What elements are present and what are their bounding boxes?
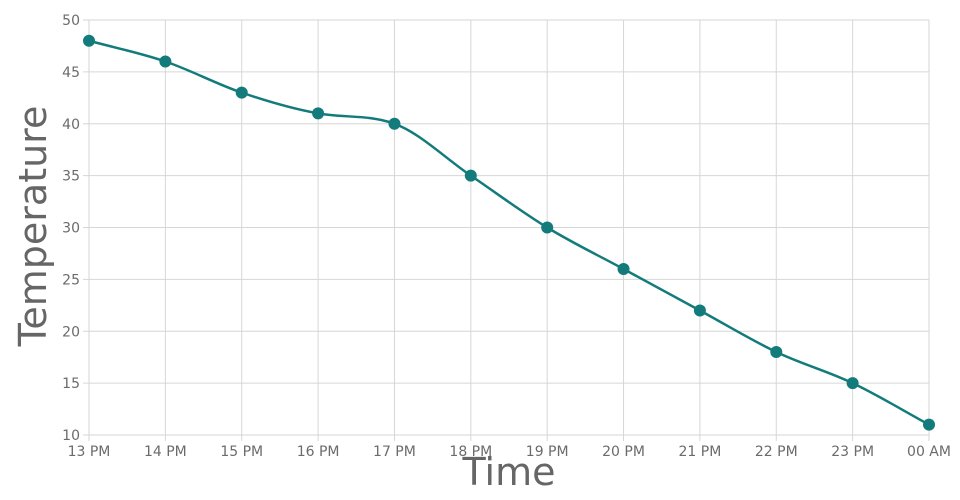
- x-tick-label: 22 PM: [755, 444, 798, 460]
- data-point: [693, 304, 706, 317]
- y-tick-label: 10: [62, 428, 80, 444]
- data-point: [541, 221, 554, 234]
- y-tick-label: 45: [62, 65, 80, 81]
- data-point: [464, 169, 477, 182]
- series-layer: [83, 34, 935, 431]
- y-axis-tick-labels: 10 15 20 25 30 35 40 45 50: [62, 13, 80, 444]
- y-tick-label: 35: [62, 169, 80, 185]
- data-point: [617, 263, 630, 275]
- data-point: [770, 346, 783, 358]
- x-tick-label: 16 PM: [297, 444, 340, 460]
- data-point: [312, 107, 325, 120]
- data-point: [923, 418, 935, 431]
- y-axis-title: Temperature: [11, 106, 55, 348]
- data-point: [83, 34, 95, 47]
- x-tick-label: 19 PM: [526, 444, 569, 460]
- horizontal-gridlines: [83, 19, 929, 436]
- x-axis-title: Time: [462, 450, 556, 494]
- data-point: [846, 377, 859, 390]
- series-line: [88, 39, 930, 426]
- x-axis-tick-labels: 13 PM 14 PM 15 PM 16 PM 17 PM 18 PM 19 PM 20 PM…: [68, 444, 951, 460]
- data-point: [235, 86, 248, 99]
- x-tick-label: 18 PM: [449, 444, 492, 460]
- data-point: [159, 55, 172, 68]
- y-tick-label: 40: [62, 117, 80, 133]
- y-tick-label: 15: [62, 376, 80, 392]
- x-tick-label: 14 PM: [144, 444, 187, 460]
- x-tick-label: 13 PM: [68, 444, 111, 460]
- y-tick-label: 25: [62, 272, 80, 288]
- x-tick-label: 23 PM: [831, 444, 874, 460]
- y-tick-label: 30: [62, 221, 80, 237]
- x-tick-label: 17 PM: [373, 444, 416, 460]
- y-tick-label: 50: [62, 13, 80, 29]
- x-tick-label: 21 PM: [679, 444, 722, 460]
- data-point: [388, 117, 401, 130]
- x-tick-label: 00 AM: [907, 444, 951, 460]
- x-tick-label: 20 PM: [602, 444, 645, 460]
- y-tick-label: 20: [62, 324, 80, 340]
- x-tick-label: 15 PM: [220, 444, 263, 460]
